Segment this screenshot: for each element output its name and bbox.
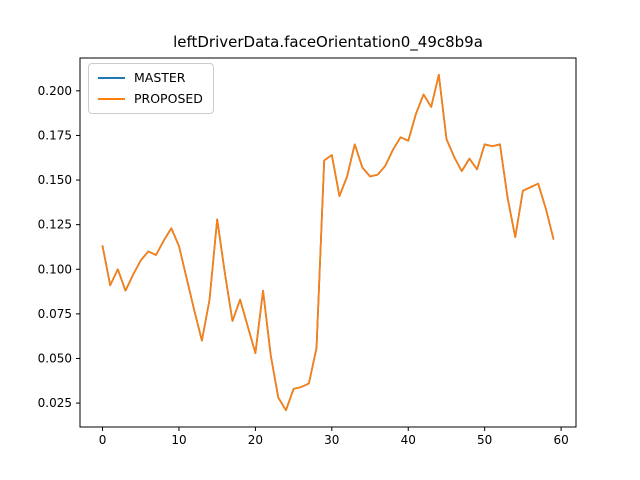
series-line-master [101, 73, 555, 412]
y-tick-label: 0.075 [38, 307, 72, 321]
x-tick-label: 60 [553, 433, 568, 447]
legend-item-proposed: PROPOSED [98, 90, 203, 106]
plot-title: leftDriverData.faceOrientation0_49c8b9a [173, 33, 483, 51]
legend-label: MASTER [134, 70, 186, 85]
legend-line-sample-proposed [98, 97, 125, 100]
y-tick-label: 0.150 [38, 173, 72, 187]
legend-line-sample-master [98, 76, 125, 79]
legend-label: PROPOSED [134, 90, 203, 106]
x-tick-label: 0 [99, 433, 107, 447]
legend: MASTER PROPOSED [88, 63, 214, 114]
x-tick-label: 50 [477, 433, 492, 447]
legend-item-master: MASTER [98, 71, 203, 85]
y-tick-label: 0.200 [38, 84, 72, 98]
series-line-proposed [101, 73, 555, 412]
x-tick-label: 40 [401, 433, 416, 447]
axes-border [79, 57, 577, 428]
x-tick-label: 10 [171, 433, 186, 447]
y-tick-label: 0.175 [38, 128, 72, 142]
y-tick-label: 0.025 [38, 396, 72, 410]
y-tick-label: 0.100 [38, 262, 72, 276]
y-tick-label: 0.125 [38, 218, 72, 232]
x-tick-label: 30 [324, 433, 339, 447]
x-tick-label: 20 [248, 433, 263, 447]
y-tick-label: 0.050 [38, 351, 72, 365]
